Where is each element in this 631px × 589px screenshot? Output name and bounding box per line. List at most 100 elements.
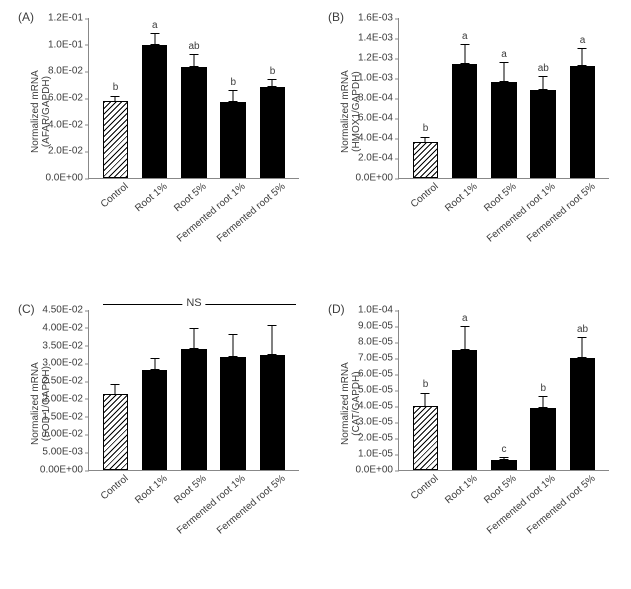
panel-A: (A) 0.0E+002.0E-024.0E-026.0E-028.0E-021.… bbox=[18, 8, 313, 278]
plot-area: 0.00E+005.00E-031.00E-021.50E-022.00E-02… bbox=[88, 310, 299, 471]
significance-label: c bbox=[502, 444, 507, 455]
ns-label: NS bbox=[182, 297, 205, 309]
ytick: 6.0E-04 bbox=[358, 113, 399, 124]
bar bbox=[491, 460, 517, 470]
error-bar bbox=[582, 337, 583, 358]
error-bar bbox=[543, 76, 544, 90]
significance-label: a bbox=[580, 35, 586, 46]
x-category-label: Root 1% bbox=[440, 470, 479, 506]
significance-label: b bbox=[540, 383, 546, 394]
error-bar bbox=[233, 90, 234, 102]
significance-label: a bbox=[152, 20, 158, 31]
plot-area: 0.0E+001.0E-052.0E-053.0E-054.0E-055.0E-… bbox=[398, 310, 609, 471]
x-category-label: Control bbox=[96, 178, 130, 210]
significance-label: ab bbox=[577, 324, 588, 335]
significance-label: a bbox=[501, 49, 507, 60]
significance-label: ab bbox=[538, 63, 549, 74]
error-bar bbox=[115, 96, 116, 101]
ytick: 1.0E-03 bbox=[358, 73, 399, 84]
panel-label: (D) bbox=[328, 302, 345, 316]
bar bbox=[220, 357, 246, 470]
ytick: 5.0E-05 bbox=[358, 385, 399, 396]
ytick: 1.0E-01 bbox=[48, 39, 89, 50]
x-category-label: Control bbox=[406, 178, 440, 210]
ytick: 4.0E-02 bbox=[48, 119, 89, 130]
x-category-label: Fermented root 5% bbox=[212, 178, 287, 245]
error-bar bbox=[464, 44, 465, 64]
ytick: 0.00E+00 bbox=[40, 465, 89, 476]
bar bbox=[452, 350, 478, 470]
significance-label: b bbox=[230, 77, 236, 88]
ytick: 1.2E-01 bbox=[48, 13, 89, 24]
ytick: 0.0E+00 bbox=[355, 465, 399, 476]
significance-label: b bbox=[270, 66, 276, 77]
error-bar bbox=[154, 358, 155, 370]
error-bar bbox=[464, 326, 465, 350]
ytick: 0.0E+00 bbox=[45, 173, 89, 184]
panel-label: (C) bbox=[18, 302, 35, 316]
ytick: 2.0E-05 bbox=[358, 433, 399, 444]
significance-label: a bbox=[462, 31, 468, 42]
ytick: 4.0E-04 bbox=[358, 133, 399, 144]
bar bbox=[181, 349, 207, 470]
y-axis-label: Normalized mRNA(HMOX1/GAPDH) bbox=[340, 70, 362, 153]
y-axis-label: Normalized mRNA(AFAR/GAPDH) bbox=[30, 70, 52, 153]
error-bar bbox=[503, 62, 504, 82]
ytick: 2.0E-04 bbox=[358, 153, 399, 164]
ytick: 8.0E-05 bbox=[358, 337, 399, 348]
ytick: 1.4E-03 bbox=[358, 33, 399, 44]
x-category-label: Control bbox=[96, 470, 130, 502]
bar bbox=[103, 101, 129, 178]
ytick: 1.6E-03 bbox=[358, 13, 399, 24]
ytick: 8.0E-04 bbox=[358, 93, 399, 104]
error-bar bbox=[193, 328, 194, 349]
x-category-label: Root 1% bbox=[130, 470, 169, 506]
y-axis-label: Normalized mRNA(CAT/GAPDH) bbox=[340, 362, 362, 445]
panel-B: (B)0.0E+002.0E-044.0E-046.0E-048.0E-041.… bbox=[328, 8, 623, 278]
error-bar bbox=[582, 48, 583, 66]
bar bbox=[491, 82, 517, 178]
bar bbox=[530, 408, 556, 470]
bar bbox=[260, 355, 286, 470]
ytick: 4.0E-05 bbox=[358, 401, 399, 412]
error-bar bbox=[233, 334, 234, 357]
error-bar bbox=[543, 396, 544, 407]
bar bbox=[220, 102, 246, 178]
x-category-label: Root 1% bbox=[130, 178, 169, 214]
y-axis-label: Normalized mRNA(SOD 1/GAPDH) bbox=[30, 362, 52, 445]
significance-label: b bbox=[423, 379, 429, 390]
x-category-label: Fermented root 5% bbox=[522, 470, 597, 537]
bar bbox=[570, 358, 596, 470]
bar bbox=[413, 406, 439, 470]
error-bar bbox=[272, 325, 273, 355]
ytick: 5.00E-03 bbox=[42, 447, 89, 458]
x-category-label: Root 1% bbox=[440, 178, 479, 214]
error-bar bbox=[193, 54, 194, 67]
ytick: 4.50E-02 bbox=[42, 305, 89, 316]
bar bbox=[413, 142, 439, 178]
bar bbox=[452, 64, 478, 178]
error-bar bbox=[272, 79, 273, 87]
ytick: 1.2E-03 bbox=[358, 53, 399, 64]
ytick: 2.0E-02 bbox=[48, 146, 89, 157]
ytick: 1.0E-04 bbox=[358, 305, 399, 316]
x-category-label: Control bbox=[406, 470, 440, 502]
bar bbox=[530, 90, 556, 178]
bar bbox=[181, 67, 207, 178]
panel-label: (A) bbox=[18, 10, 34, 24]
significance-label: a bbox=[462, 313, 468, 324]
significance-label: ab bbox=[188, 41, 199, 52]
x-category-label: Fermented root 5% bbox=[212, 470, 287, 537]
ytick: 6.0E-05 bbox=[358, 369, 399, 380]
bar bbox=[570, 66, 596, 178]
bar bbox=[260, 87, 286, 178]
ytick: 6.0E-02 bbox=[48, 93, 89, 104]
plot-area: 0.0E+002.0E-024.0E-026.0E-028.0E-021.0E-… bbox=[88, 18, 299, 179]
error-bar bbox=[425, 137, 426, 143]
bar bbox=[142, 370, 168, 470]
ytick: 3.0E-05 bbox=[358, 417, 399, 428]
error-bar bbox=[425, 393, 426, 407]
ytick: 3.50E-02 bbox=[42, 340, 89, 351]
bar bbox=[103, 394, 129, 470]
panel-D: (D) 0.0E+001.0E-052.0E-053.0E-054.0E-055.… bbox=[328, 300, 623, 580]
